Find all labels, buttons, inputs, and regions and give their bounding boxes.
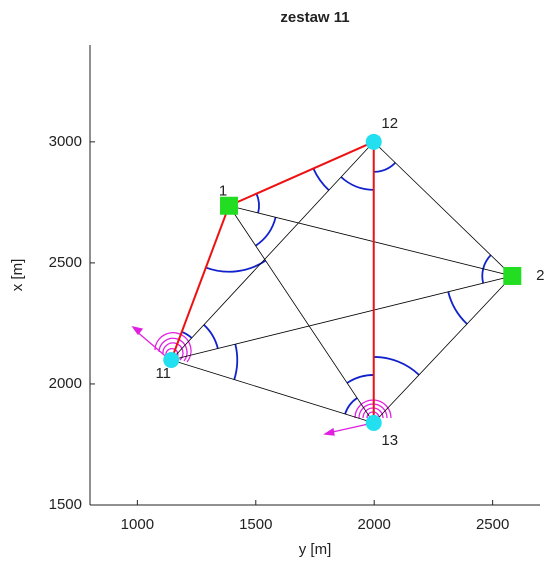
angle-arc [373, 356, 420, 376]
angle-arc [447, 291, 468, 325]
arrow-head [131, 325, 144, 336]
angle-arc [255, 193, 260, 214]
angle-arc [482, 254, 492, 270]
angle-arc [344, 397, 358, 415]
x-tick-label: 2000 [358, 516, 391, 533]
observation-line [170, 141, 375, 361]
observation-line [170, 205, 230, 361]
y-tick-label: 1500 [49, 496, 82, 513]
point [503, 266, 522, 285]
point [365, 414, 382, 431]
angle-arc [312, 168, 330, 191]
angle-arc [481, 268, 485, 284]
angle-arc [340, 176, 374, 191]
angle-arc [205, 259, 267, 273]
observation-line [171, 275, 513, 361]
point-label: 2 [536, 267, 544, 284]
x-tick-label: 1000 [121, 516, 154, 533]
chart-title: zestaw 11 [280, 9, 349, 26]
point-label: 1 [219, 183, 227, 200]
y-tick-label: 3000 [49, 133, 82, 150]
point-label: 12 [381, 115, 398, 132]
x-axis-label: y [m] [299, 541, 332, 558]
arrow-head [323, 427, 335, 436]
angle-arc [181, 331, 193, 339]
x-tick-label: 2500 [476, 516, 509, 533]
orientation-markers [131, 325, 392, 436]
arrow [134, 329, 171, 361]
observation-line [228, 140, 375, 207]
point [220, 196, 239, 215]
observation-line [228, 205, 513, 277]
x-tick-label: 1500 [239, 516, 272, 533]
angle-arc [373, 162, 396, 173]
arrow [327, 422, 374, 434]
point [163, 351, 180, 368]
observation-line [373, 275, 513, 424]
angle-arc [233, 343, 239, 380]
observation-line [228, 205, 375, 424]
arcs [154, 332, 192, 363]
angle-arc [203, 324, 219, 349]
y-tick-label: 2500 [49, 254, 82, 271]
point-label: 11 [155, 365, 171, 382]
observation-line [373, 141, 513, 277]
y-tick-label: 2000 [49, 375, 82, 392]
angle-arc [255, 217, 277, 247]
angle-arc [346, 374, 374, 384]
y-axis-label: x [m] [9, 259, 26, 292]
point-label: 13 [381, 432, 398, 449]
observation-line [171, 359, 374, 424]
point [365, 133, 382, 150]
